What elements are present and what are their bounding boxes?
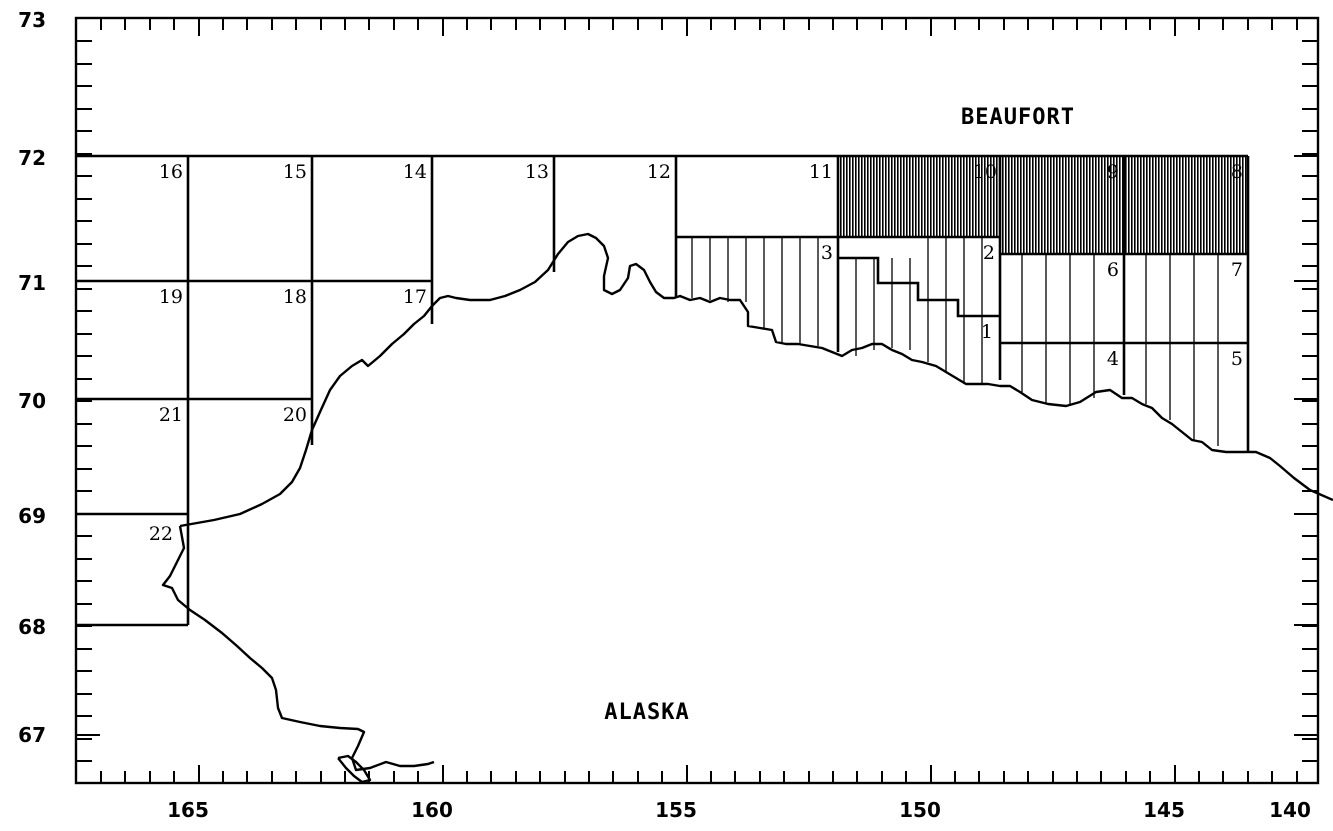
- y-tick-label: 69: [18, 504, 46, 528]
- y-tick-label: 72: [18, 146, 46, 170]
- block-label-7: 7: [1231, 259, 1243, 281]
- block-label-1: 1: [981, 321, 993, 343]
- x-axis-labels: 165 160 155 150 145 140: [167, 798, 1311, 822]
- block-label-13: 13: [525, 161, 549, 183]
- x-tick-label: 160: [411, 798, 453, 822]
- hatched-area: [691, 237, 1219, 446]
- x-tick-label: 165: [167, 798, 209, 822]
- y-tick-label: 67: [18, 723, 46, 747]
- block-label-18: 18: [283, 286, 307, 308]
- block-labels: 16 15 14 13 12 11 10 9 8 19 18 17 21 20 …: [149, 161, 1243, 545]
- shading-block-10: [838, 156, 1000, 237]
- shading-block-9: [1000, 156, 1124, 254]
- block-label-21: 21: [159, 404, 183, 426]
- block-label-6: 6: [1107, 259, 1119, 281]
- sea-label: BEAUFORT: [961, 105, 1075, 130]
- block-label-14: 14: [403, 161, 427, 183]
- block-label-12: 12: [647, 161, 671, 183]
- y-tick-label: 71: [18, 271, 46, 295]
- y-tick-label: 68: [18, 615, 46, 639]
- land-label: ALASKA: [604, 700, 689, 725]
- block-label-19: 19: [159, 286, 183, 308]
- x-tick-label: 155: [655, 798, 697, 822]
- block-label-9: 9: [1107, 161, 1119, 183]
- y-axis-labels: 73 72 71 70 69 68 67: [18, 8, 46, 747]
- block-label-8: 8: [1231, 161, 1243, 183]
- y-tick-label: 73: [18, 8, 46, 32]
- block-label-3: 3: [821, 242, 833, 264]
- block-label-4: 4: [1107, 348, 1119, 370]
- coastline: [161, 232, 1333, 784]
- block-label-20: 20: [283, 404, 307, 426]
- block-label-2: 2: [983, 242, 995, 264]
- shaded-area: [838, 156, 1248, 254]
- block-label-22: 22: [149, 523, 173, 545]
- y-tick-label: 70: [18, 389, 46, 413]
- axis-ticks: [76, 18, 1318, 783]
- block-label-15: 15: [283, 161, 307, 183]
- block-label-17: 17: [403, 286, 427, 308]
- block-label-10: 10: [973, 161, 997, 183]
- block-label-11: 11: [809, 161, 833, 183]
- x-tick-label: 140: [1269, 798, 1311, 822]
- block-grid: [76, 154, 1250, 627]
- block-label-5: 5: [1231, 348, 1243, 370]
- block-label-16: 16: [159, 161, 183, 183]
- x-tick-label: 145: [1143, 798, 1185, 822]
- shading-block-8: [1124, 156, 1248, 254]
- x-tick-label: 150: [899, 798, 941, 822]
